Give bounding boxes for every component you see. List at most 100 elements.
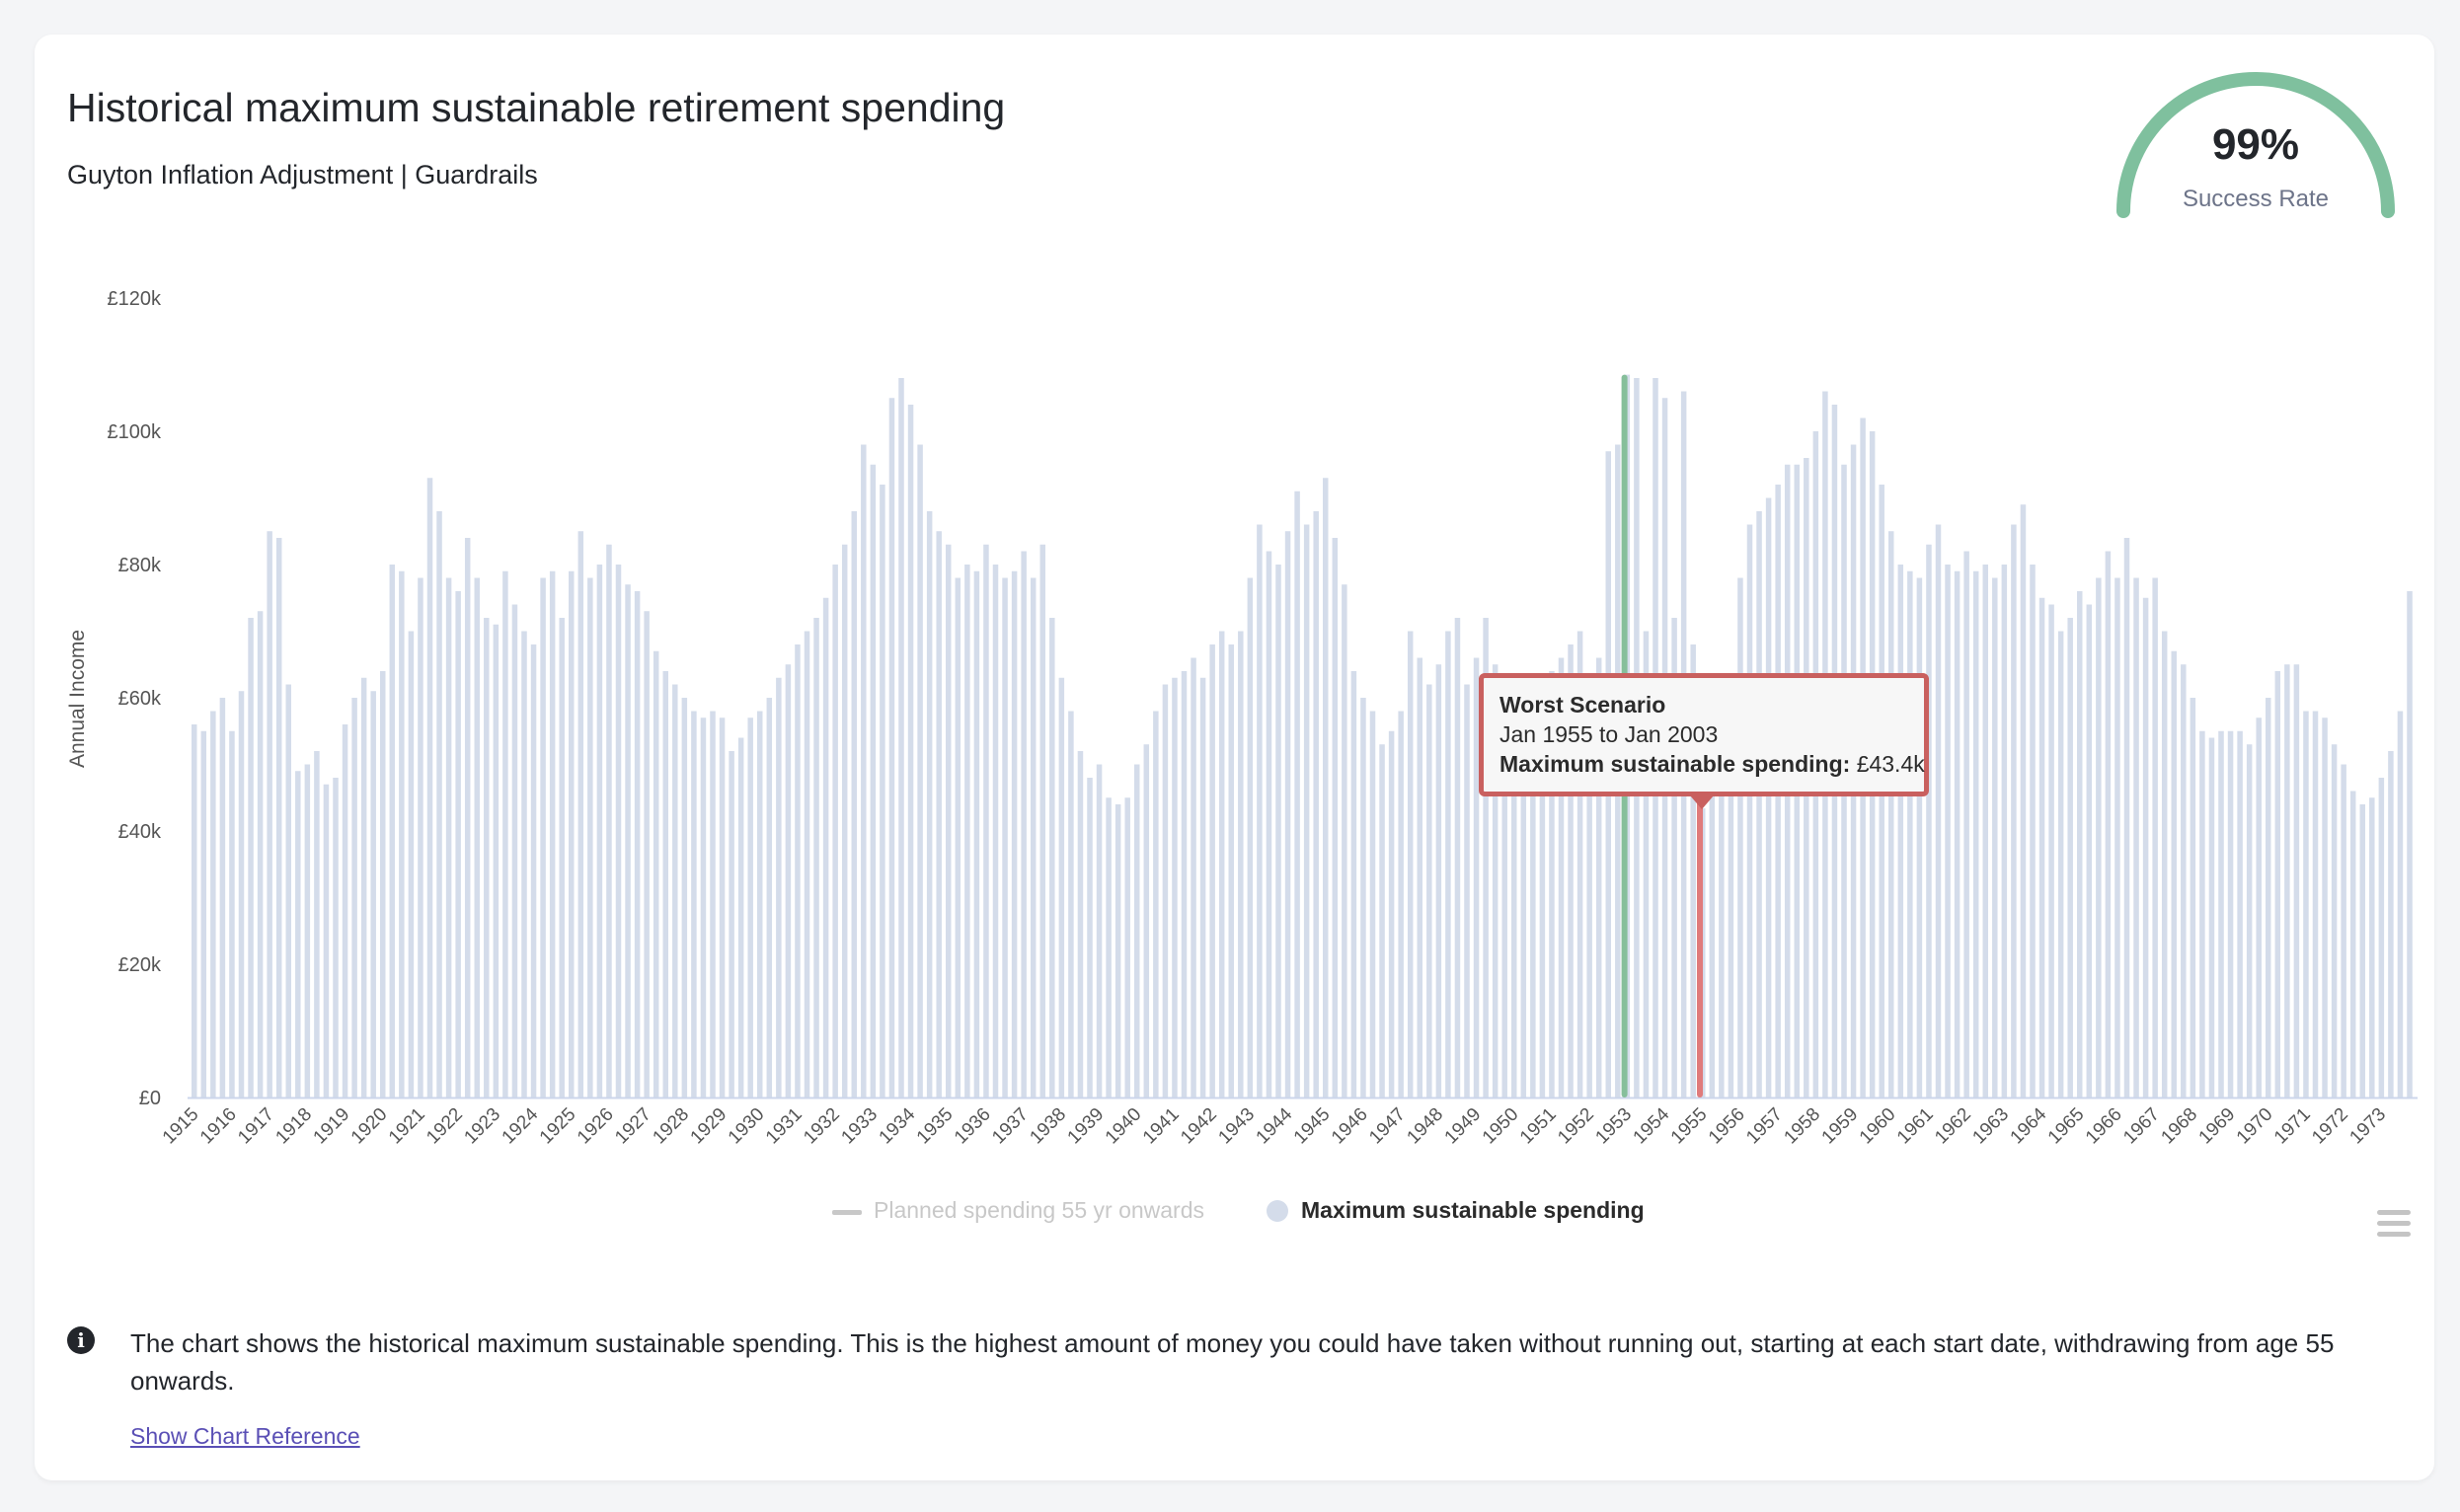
bar bbox=[1945, 565, 1951, 1097]
x-tick-label: 1941 bbox=[1139, 1104, 1184, 1149]
bar bbox=[2096, 577, 2102, 1097]
bar bbox=[1671, 618, 1677, 1097]
bar bbox=[1068, 711, 1074, 1097]
bar bbox=[1313, 511, 1319, 1097]
bar bbox=[1030, 577, 1037, 1097]
bar bbox=[2001, 565, 2008, 1097]
bar bbox=[615, 565, 622, 1097]
bar bbox=[2331, 744, 2338, 1097]
x-tick-label: 1966 bbox=[2082, 1104, 2126, 1149]
bar bbox=[1897, 565, 1904, 1097]
bar bbox=[1539, 677, 1546, 1097]
bar bbox=[822, 597, 829, 1097]
bar bbox=[2246, 744, 2253, 1097]
bar bbox=[1199, 677, 1206, 1097]
bar bbox=[1417, 657, 1422, 1097]
bar bbox=[1907, 570, 1913, 1097]
x-tick-label: 1942 bbox=[1177, 1104, 1221, 1149]
bar bbox=[747, 718, 753, 1097]
bar bbox=[1049, 618, 1055, 1097]
y-tick-label: £40k bbox=[118, 821, 162, 843]
bar bbox=[1454, 618, 1461, 1097]
x-tick-label: 1934 bbox=[876, 1103, 920, 1148]
bar bbox=[2114, 577, 2120, 1097]
bar bbox=[2378, 778, 2385, 1097]
bar bbox=[2086, 604, 2093, 1097]
x-tick-label: 1957 bbox=[1742, 1104, 1787, 1149]
tooltip-pointer bbox=[1690, 795, 1714, 809]
bar bbox=[1501, 684, 1507, 1097]
bar bbox=[1568, 644, 1574, 1097]
bar bbox=[964, 565, 970, 1097]
bar bbox=[2303, 711, 2309, 1097]
bar bbox=[832, 565, 838, 1097]
x-tick-label: 1917 bbox=[234, 1104, 278, 1149]
x-tick-label: 1971 bbox=[2270, 1104, 2315, 1149]
x-tick-label: 1932 bbox=[800, 1104, 844, 1149]
bar bbox=[210, 711, 216, 1097]
x-tick-label: 1938 bbox=[1026, 1104, 1070, 1149]
bar bbox=[1124, 797, 1130, 1097]
show-chart-reference-link[interactable]: Show Chart Reference bbox=[130, 1423, 360, 1449]
x-tick-label: 1969 bbox=[2195, 1104, 2240, 1149]
bar bbox=[606, 544, 612, 1097]
y-tick-label: £100k bbox=[108, 421, 162, 443]
bar bbox=[1134, 764, 1140, 1097]
bar bbox=[2011, 524, 2017, 1097]
bar bbox=[898, 378, 904, 1097]
bar bbox=[1398, 711, 1404, 1097]
bar bbox=[2123, 538, 2130, 1097]
bar bbox=[1963, 551, 1969, 1097]
y-axis-title: Annual Income bbox=[66, 630, 89, 768]
bar bbox=[1916, 577, 1923, 1097]
x-tick-label: 1927 bbox=[611, 1104, 655, 1149]
bar bbox=[926, 511, 933, 1097]
bar bbox=[2030, 565, 2036, 1097]
bar bbox=[2181, 664, 2187, 1097]
x-tick-label: 1923 bbox=[460, 1104, 504, 1149]
x-tick-label: 1937 bbox=[988, 1104, 1033, 1149]
x-tick-label: 1940 bbox=[1102, 1104, 1146, 1149]
x-tick-label: 1918 bbox=[271, 1104, 316, 1149]
bar bbox=[521, 631, 527, 1097]
bar bbox=[1181, 671, 1188, 1097]
x-tick-label: 1921 bbox=[385, 1104, 429, 1149]
bar bbox=[1595, 657, 1602, 1097]
bar bbox=[757, 711, 763, 1097]
tooltip-title: Worst Scenario bbox=[1499, 692, 1666, 718]
bar bbox=[1172, 677, 1178, 1097]
x-tick-label: 1928 bbox=[649, 1104, 693, 1149]
bar bbox=[1323, 478, 1329, 1097]
bar bbox=[2142, 597, 2149, 1097]
x-tick-label: 1916 bbox=[196, 1104, 241, 1149]
bar bbox=[1473, 657, 1480, 1097]
bar bbox=[238, 691, 245, 1097]
x-tick-label: 1953 bbox=[1591, 1104, 1636, 1149]
bar bbox=[1464, 684, 1470, 1097]
bar bbox=[1935, 524, 1942, 1097]
bar bbox=[1746, 524, 1753, 1097]
bar bbox=[1191, 657, 1196, 1097]
bar bbox=[445, 577, 452, 1097]
bar bbox=[1992, 577, 1998, 1097]
bar bbox=[1492, 664, 1499, 1097]
y-tick-label: £60k bbox=[118, 688, 162, 710]
bar bbox=[1765, 497, 1772, 1097]
bar bbox=[737, 737, 744, 1097]
bar bbox=[342, 724, 348, 1097]
bar bbox=[511, 604, 518, 1097]
bar bbox=[644, 611, 650, 1097]
tooltip-value-row: Maximum sustainable spending: £43.4k bbox=[1499, 751, 1925, 778]
success-rate-label: Success Rate bbox=[2182, 186, 2330, 212]
bar bbox=[295, 771, 301, 1097]
x-tick-label: 1939 bbox=[1064, 1104, 1109, 1149]
bar bbox=[1039, 544, 1045, 1097]
bar bbox=[1238, 631, 1244, 1097]
legend-label-planned: Planned spending 55 yr onwards bbox=[874, 1197, 1205, 1223]
bar bbox=[1435, 664, 1442, 1097]
bar bbox=[813, 618, 819, 1097]
x-tick-label: 1929 bbox=[687, 1104, 731, 1149]
bar bbox=[2388, 751, 2394, 1097]
chart-menu-icon[interactable] bbox=[2377, 1210, 2411, 1238]
bar bbox=[2020, 504, 2027, 1097]
